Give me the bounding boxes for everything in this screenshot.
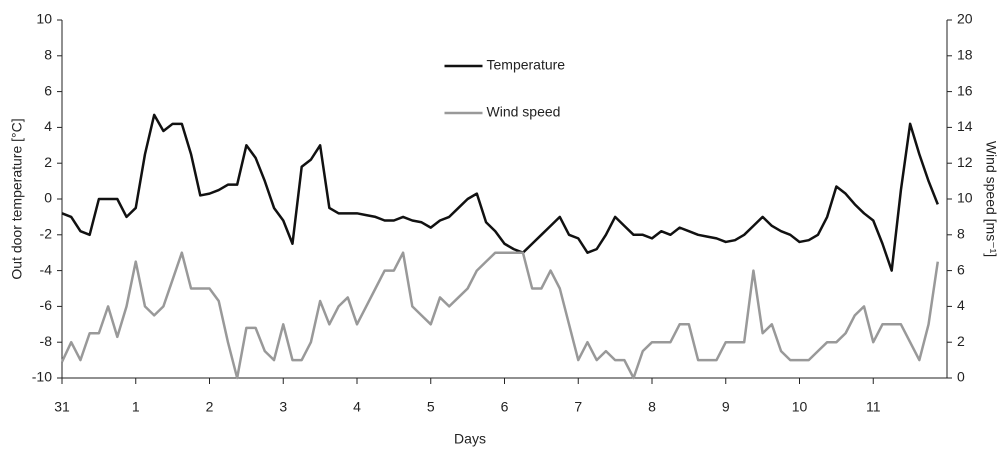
y2-tick-label: 20 bbox=[957, 11, 973, 27]
y2-tick-label: 6 bbox=[957, 261, 965, 277]
legend-label: Temperature bbox=[487, 57, 566, 73]
y2-tick-label: 10 bbox=[957, 190, 973, 206]
y2-tick-label: 8 bbox=[957, 226, 965, 242]
y2-tick-label: 14 bbox=[957, 118, 973, 134]
x-tick-label: 7 bbox=[574, 399, 582, 415]
y-tick-label: -6 bbox=[40, 297, 53, 313]
x-axis-label: Days bbox=[454, 431, 486, 447]
x-tick-label: 8 bbox=[648, 399, 656, 415]
y-tick-label: -4 bbox=[40, 261, 53, 277]
y2-tick-label: 12 bbox=[957, 154, 973, 170]
y2-tick-label: 0 bbox=[957, 369, 965, 385]
x-tick-label: 4 bbox=[353, 399, 361, 415]
y-tick-label: -10 bbox=[32, 369, 52, 385]
data-line bbox=[60, 251, 940, 380]
x-tick-label: 2 bbox=[206, 399, 214, 415]
legend-label: Wind speed bbox=[487, 104, 561, 120]
y2-tick-label: 16 bbox=[957, 82, 973, 98]
y-tick-label: 2 bbox=[44, 154, 52, 170]
x-tick-label: 3 bbox=[279, 399, 287, 415]
y-tick-label: 8 bbox=[44, 47, 52, 63]
y-tick-label: 6 bbox=[44, 82, 52, 98]
y-tick-label: 4 bbox=[44, 118, 52, 134]
x-tick-label: 9 bbox=[722, 399, 730, 415]
y-tick-label: -2 bbox=[40, 226, 53, 242]
y-axis-label: Out door temperature [°C] bbox=[9, 118, 25, 279]
y-tick-label: -8 bbox=[40, 333, 53, 349]
y-tick-label: 10 bbox=[36, 11, 52, 27]
x-tick-label: 10 bbox=[792, 399, 808, 415]
data-line bbox=[61, 113, 939, 272]
x-tick-label: 6 bbox=[501, 399, 509, 415]
x-tick-label: 5 bbox=[427, 399, 435, 415]
y2-axis-label: Wind speed [ms⁻¹] bbox=[983, 141, 999, 257]
y2-tick-label: 4 bbox=[957, 297, 965, 313]
x-tick-label: 31 bbox=[54, 399, 70, 415]
y-tick-label: 0 bbox=[44, 190, 52, 206]
x-tick-label: 11 bbox=[866, 399, 881, 415]
x-tick-label: 1 bbox=[132, 399, 140, 415]
y2-tick-label: 18 bbox=[957, 47, 973, 63]
y2-tick-label: 2 bbox=[957, 333, 965, 349]
